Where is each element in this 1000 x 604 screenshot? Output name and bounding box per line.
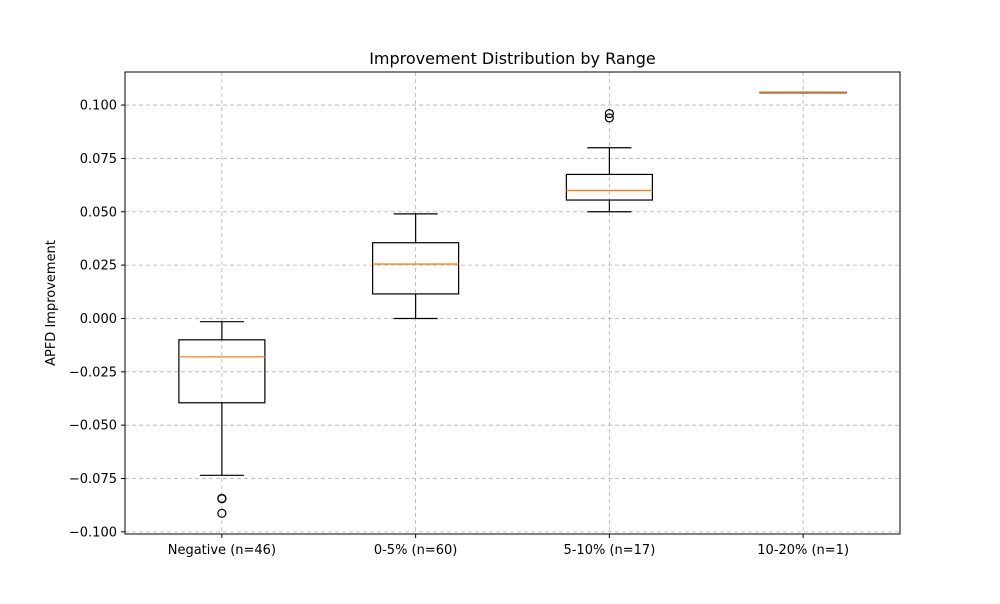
y-tick-label: 0.050 xyxy=(80,205,117,220)
y-axis-label: APFD Improvement xyxy=(44,240,59,366)
y-tick-label: 0.100 xyxy=(80,99,117,114)
x-tick-label: 5-10% (n=17) xyxy=(563,543,655,558)
x-tick-label: Negative (n=46) xyxy=(168,543,276,558)
box-group xyxy=(565,109,653,213)
box xyxy=(178,339,266,404)
y-tick-label: 0.025 xyxy=(80,259,117,274)
y-tick-label: −0.075 xyxy=(69,472,117,487)
outlier-point xyxy=(217,494,227,504)
box-group xyxy=(759,91,847,94)
y-tick-label: 0.075 xyxy=(80,152,117,167)
outlier-point xyxy=(604,109,614,119)
axes-frame xyxy=(124,71,901,535)
outlier-point xyxy=(217,508,227,518)
y-tick-label: −0.050 xyxy=(69,419,117,434)
x-tick-label: 10-20% (n=1) xyxy=(757,543,849,558)
outlier-point xyxy=(604,113,614,123)
box xyxy=(565,173,653,201)
y-tick-label: 0.000 xyxy=(80,312,117,327)
box xyxy=(372,242,460,295)
box-group xyxy=(372,213,460,320)
x-tick-label: 0-5% (n=60) xyxy=(374,543,458,558)
y-tick-label: −0.025 xyxy=(69,365,117,380)
y-tick-label: −0.100 xyxy=(69,525,117,540)
ticks: −0.100 −0.075 −0.050 −0.025 0.000 0.025 0.050 0… xyxy=(69,99,849,558)
boxes xyxy=(178,91,847,518)
grid xyxy=(125,72,900,534)
box-group xyxy=(178,321,266,518)
chart-title: Improvement Distribution by Range xyxy=(369,49,656,68)
